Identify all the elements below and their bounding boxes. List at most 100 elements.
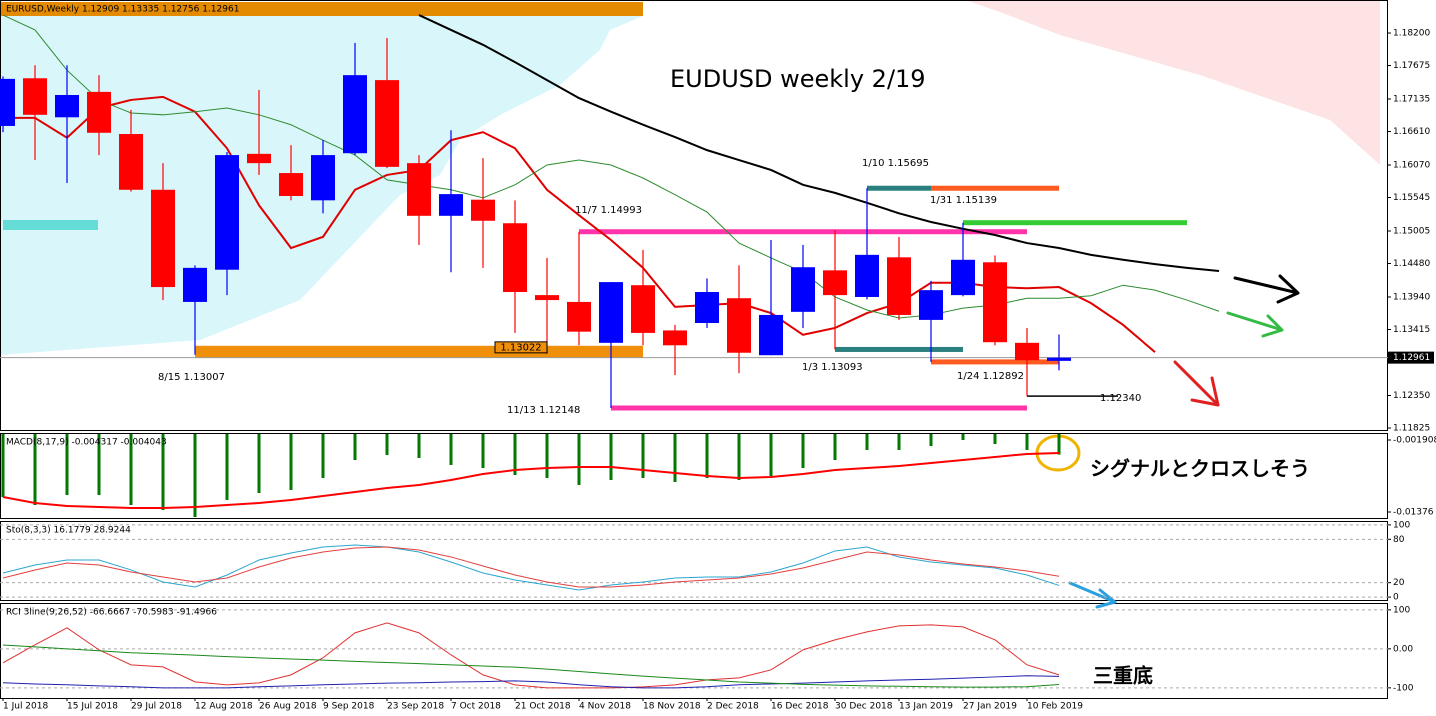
arrow-green xyxy=(1226,311,1284,338)
macd-bar xyxy=(705,434,709,478)
x-tick-label: 15 Jul 2018 xyxy=(67,702,118,712)
x-tick-label: 27 Jan 2019 xyxy=(963,702,1017,712)
candle-body xyxy=(87,91,111,133)
macd-bar xyxy=(833,434,837,460)
y-tick-label: -0.01376 xyxy=(1393,507,1434,517)
macd-bar xyxy=(641,434,645,478)
y-tick-label: 20 xyxy=(1393,578,1405,588)
candle-body xyxy=(599,282,623,343)
pane-title: EURUSD,Weekly 1.12909 1.13335 1.12756 1.… xyxy=(6,5,239,15)
candle-body xyxy=(119,134,143,190)
annotation: 三重底 xyxy=(1093,664,1153,688)
macd-bar xyxy=(65,434,69,495)
level-line xyxy=(963,220,1187,226)
macd-bar xyxy=(993,434,997,445)
x-tick-label: 23 Sep 2018 xyxy=(387,702,444,712)
macd-bar xyxy=(481,434,485,469)
y-tick-label: -0.001908 xyxy=(1393,436,1436,446)
x-tick-label: 18 Nov 2018 xyxy=(643,702,701,712)
cyan-band xyxy=(3,220,98,230)
candle-body xyxy=(663,330,687,346)
x-tick-label: 7 Oct 2018 xyxy=(451,702,501,712)
signal-line xyxy=(2,451,1060,509)
level-line xyxy=(1027,395,1118,397)
macd-bar xyxy=(673,434,677,482)
macd-bar xyxy=(417,434,421,458)
macd-bar xyxy=(385,434,389,456)
level-line xyxy=(867,185,931,191)
y-tick-label: 100 xyxy=(1393,520,1410,530)
candle-body xyxy=(247,153,271,164)
macd-bar xyxy=(897,434,901,450)
macd-bar xyxy=(289,434,293,490)
macd-bar xyxy=(865,434,869,450)
candle-body xyxy=(1015,342,1039,361)
x-tick-label: 12 Aug 2018 xyxy=(195,702,253,712)
macd-bar xyxy=(1057,434,1061,455)
x-tick-label: 4 Nov 2018 xyxy=(579,702,631,712)
pane-title: Sto(8,3,3) 16.1779 28.9244 xyxy=(6,526,131,536)
macd-bar xyxy=(257,434,261,493)
level-label: 1/31 1.15139 xyxy=(930,195,997,206)
arrow-blue xyxy=(1068,581,1117,609)
candle-body xyxy=(0,78,15,126)
price-box-label: 1.13022 xyxy=(500,342,541,353)
candle-body xyxy=(407,163,431,216)
level-label: 1/3 1.13093 xyxy=(802,362,863,373)
candle-body xyxy=(151,189,175,288)
macd-bar xyxy=(961,434,965,441)
candle-body xyxy=(919,290,943,320)
candle-body xyxy=(983,262,1007,343)
candle-body xyxy=(23,78,47,115)
macd-bar xyxy=(609,434,613,480)
candle-body xyxy=(823,270,847,296)
pane-frame xyxy=(0,433,1388,519)
y-tick-label: 1.13940 xyxy=(1393,292,1430,302)
cloud-pink xyxy=(965,0,1380,165)
candle-body xyxy=(55,94,79,118)
rci-line xyxy=(2,675,1060,689)
y-tick-label: 0 xyxy=(1393,593,1399,603)
level-label: 1/10 1.15695 xyxy=(862,158,929,169)
arrow-red xyxy=(1173,360,1220,407)
level-line xyxy=(931,359,1059,365)
arrows xyxy=(1035,274,1300,609)
macd-bar xyxy=(321,434,325,478)
candle-body xyxy=(471,199,495,221)
level-line xyxy=(579,229,1027,235)
y-tick-label: 1.17135 xyxy=(1393,95,1430,105)
macd-bar xyxy=(577,434,581,485)
candle-body xyxy=(215,155,239,270)
pane-frame xyxy=(0,521,1388,601)
macd-bar xyxy=(97,434,101,495)
candle-body xyxy=(759,314,783,356)
macd-bar xyxy=(513,434,517,475)
candle-body xyxy=(535,295,559,301)
y-tick-label: 0.00 xyxy=(1393,644,1413,654)
level-line xyxy=(195,345,643,358)
level-label: 1/24 1.12892 xyxy=(957,371,1024,382)
y-tick-label: 1.16070 xyxy=(1393,160,1430,170)
candle-body xyxy=(439,194,463,216)
y-tick-label: 1.17675 xyxy=(1393,61,1430,71)
candle-body xyxy=(183,267,207,302)
pane-frames xyxy=(0,0,1388,699)
x-tick-label: 13 Jan 2019 xyxy=(899,702,953,712)
macd-bar xyxy=(353,434,357,460)
macd-bar xyxy=(129,434,133,506)
candle-body xyxy=(375,80,399,167)
level-label: 1.12340 xyxy=(1100,393,1141,404)
rci-line xyxy=(2,622,1060,689)
y-tick-label: 1.16610 xyxy=(1393,127,1430,137)
candle-body xyxy=(727,298,751,353)
candle-body xyxy=(791,267,815,312)
y-tick-label: 1.18200 xyxy=(1393,29,1430,39)
y-tick-label: -100 xyxy=(1393,683,1414,693)
macd-bar xyxy=(545,434,549,478)
x-tick-label: 2 Dec 2018 xyxy=(707,702,759,712)
x-tick-label: 10 Feb 2019 xyxy=(1027,702,1083,712)
pane-frame xyxy=(0,603,1388,699)
candle-body xyxy=(279,173,303,196)
last-price-tag xyxy=(1388,351,1434,364)
candle-body xyxy=(311,155,335,201)
